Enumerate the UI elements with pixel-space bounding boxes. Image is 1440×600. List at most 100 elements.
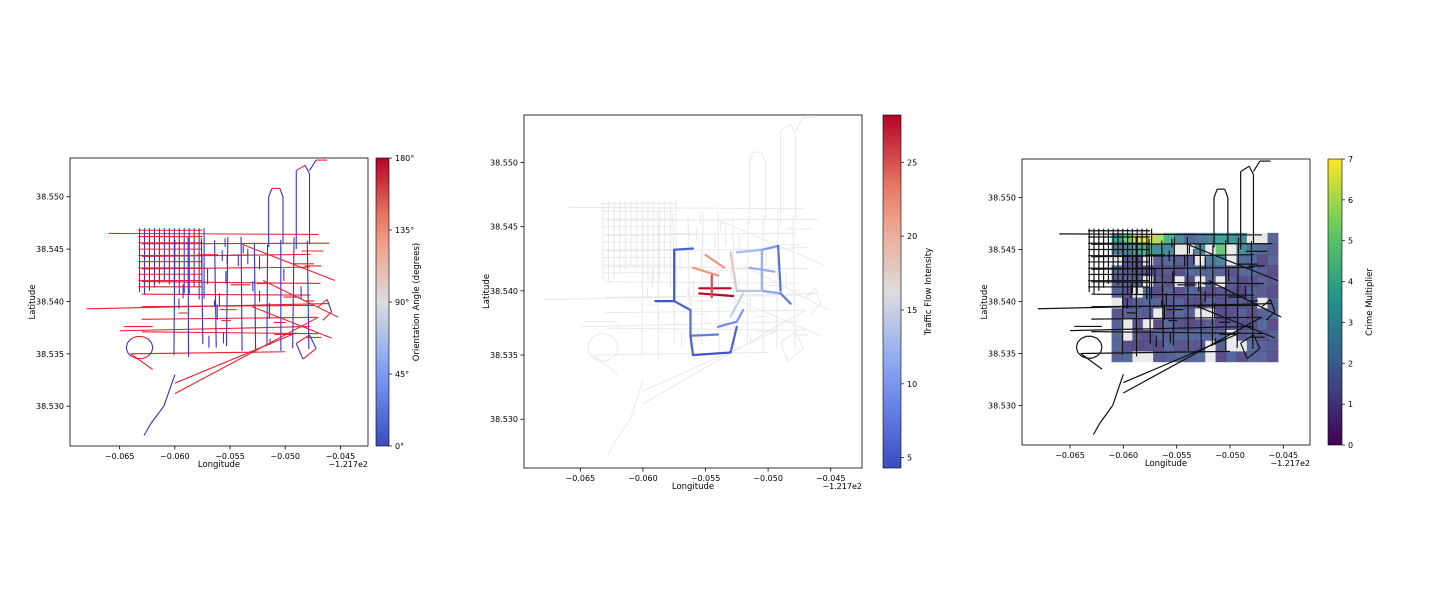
road-segment xyxy=(1091,335,1098,340)
background-road xyxy=(732,218,736,350)
heatmap-cell xyxy=(1267,275,1279,287)
road-segment xyxy=(147,352,152,357)
heatmap-cell xyxy=(1267,351,1279,363)
x-tick-label: −0.045 xyxy=(1269,451,1299,460)
traffic-panel: −0.065 −0.060 −0.055 −0.050 −0.045 38.530 38.5… xyxy=(482,114,934,492)
road-segment xyxy=(1246,347,1261,360)
background-road xyxy=(588,353,594,359)
road-segment xyxy=(1121,240,1124,355)
heatmap-cell xyxy=(1132,297,1144,309)
plot-frame xyxy=(523,114,863,469)
road-segment xyxy=(127,338,132,344)
road-segment xyxy=(1240,334,1254,344)
background-road xyxy=(592,351,769,356)
y-axis-label: Latitude xyxy=(980,285,990,320)
heatmap-cell xyxy=(1226,308,1237,320)
x-tick-label: −0.055 xyxy=(1162,451,1192,460)
road-segment xyxy=(295,164,306,172)
heatmap-cell xyxy=(1215,254,1227,266)
traffic-road-segment xyxy=(760,244,780,251)
heatmap-cell xyxy=(1267,318,1279,330)
background-road xyxy=(700,211,704,346)
road-segment xyxy=(1250,241,1254,349)
colorbar-tick-label: 180° xyxy=(395,154,414,163)
x-offset-label: −1.217e2 xyxy=(822,482,862,491)
colorbar-tick-label: 3 xyxy=(1348,318,1353,327)
x-offset-label: −1.217e2 xyxy=(1270,459,1310,468)
background-road xyxy=(592,354,619,375)
road-segment xyxy=(251,306,332,339)
heatmap-cell xyxy=(1205,308,1216,320)
background-road xyxy=(593,357,600,362)
heatmap-cell xyxy=(1205,329,1216,341)
traffic-road-segment xyxy=(760,289,782,295)
heatmap-cell xyxy=(1163,351,1175,363)
traffic-road-segment xyxy=(673,247,695,251)
road-segment xyxy=(322,311,332,321)
y-tick-label: 38.530 xyxy=(988,401,1016,410)
background-road xyxy=(730,296,821,337)
heatmap-cell xyxy=(1132,254,1144,266)
y-tick-label: 38.545 xyxy=(490,223,518,232)
road-segment xyxy=(130,353,154,370)
x-tick-label: −0.055 xyxy=(215,452,245,461)
road-segment xyxy=(1269,299,1276,313)
colorbar-tick-label: 0 xyxy=(1348,441,1353,450)
background-road xyxy=(780,123,791,131)
road-segment xyxy=(174,332,297,384)
heatmap-cell xyxy=(1174,243,1185,255)
road-segment xyxy=(1091,293,1255,296)
heatmap-cell xyxy=(1132,265,1144,277)
road-segment xyxy=(1037,302,1273,310)
background-road xyxy=(614,418,631,442)
heatmap-cell xyxy=(1226,254,1237,266)
heatmap-cell xyxy=(1174,340,1185,352)
road-segment xyxy=(295,334,310,344)
background-road xyxy=(742,264,829,311)
heatmap-cell xyxy=(1246,232,1258,244)
heatmap-cell xyxy=(1257,297,1268,309)
heatmap-cell xyxy=(1246,254,1258,266)
x-tick-label: −0.065 xyxy=(566,474,596,483)
background-road xyxy=(611,336,617,342)
background-road xyxy=(761,152,767,163)
colorbar xyxy=(1327,158,1343,446)
background-road xyxy=(542,292,819,301)
heatmap-cell xyxy=(1111,329,1123,341)
road-segment xyxy=(141,331,319,335)
heatmap-cell xyxy=(1142,340,1154,352)
road-segment xyxy=(141,281,321,285)
traffic-road-segment xyxy=(729,251,738,292)
heatmap-cell xyxy=(1153,297,1164,309)
heatmap-cell xyxy=(1215,275,1227,287)
road-segment xyxy=(1080,355,1087,359)
heatmap-cell xyxy=(1184,265,1196,277)
heatmap-cell xyxy=(1205,351,1216,363)
road-segment xyxy=(147,338,152,344)
road-segment xyxy=(127,352,132,357)
road-segment xyxy=(143,423,152,436)
heatmap-cell xyxy=(1163,308,1175,320)
x-offset-label: −1.217e2 xyxy=(328,460,368,469)
road-segment xyxy=(262,280,339,318)
traffic-road-segment xyxy=(716,320,738,328)
heatmap-cell xyxy=(1257,243,1268,255)
road-segment xyxy=(292,237,295,349)
road-segment xyxy=(1100,342,1103,348)
heatmap-cell xyxy=(1236,308,1248,320)
colorbar-tick-label: 5 xyxy=(1348,237,1353,246)
road-segment xyxy=(317,298,328,308)
background-road xyxy=(605,232,797,237)
heatmap-cell xyxy=(1163,232,1175,244)
road-segment xyxy=(142,336,149,340)
background-road xyxy=(815,288,822,304)
background-road xyxy=(746,221,749,346)
heatmap-cell xyxy=(1257,254,1268,266)
heatmap-cell xyxy=(1205,265,1216,277)
plot-content xyxy=(542,117,829,456)
x-tick-label: −0.050 xyxy=(753,474,783,483)
traffic-road-segment xyxy=(729,325,738,354)
heatmap-cell xyxy=(1194,318,1206,330)
colorbar-tick-label: 25 xyxy=(907,158,917,167)
road-segment xyxy=(1099,405,1114,424)
